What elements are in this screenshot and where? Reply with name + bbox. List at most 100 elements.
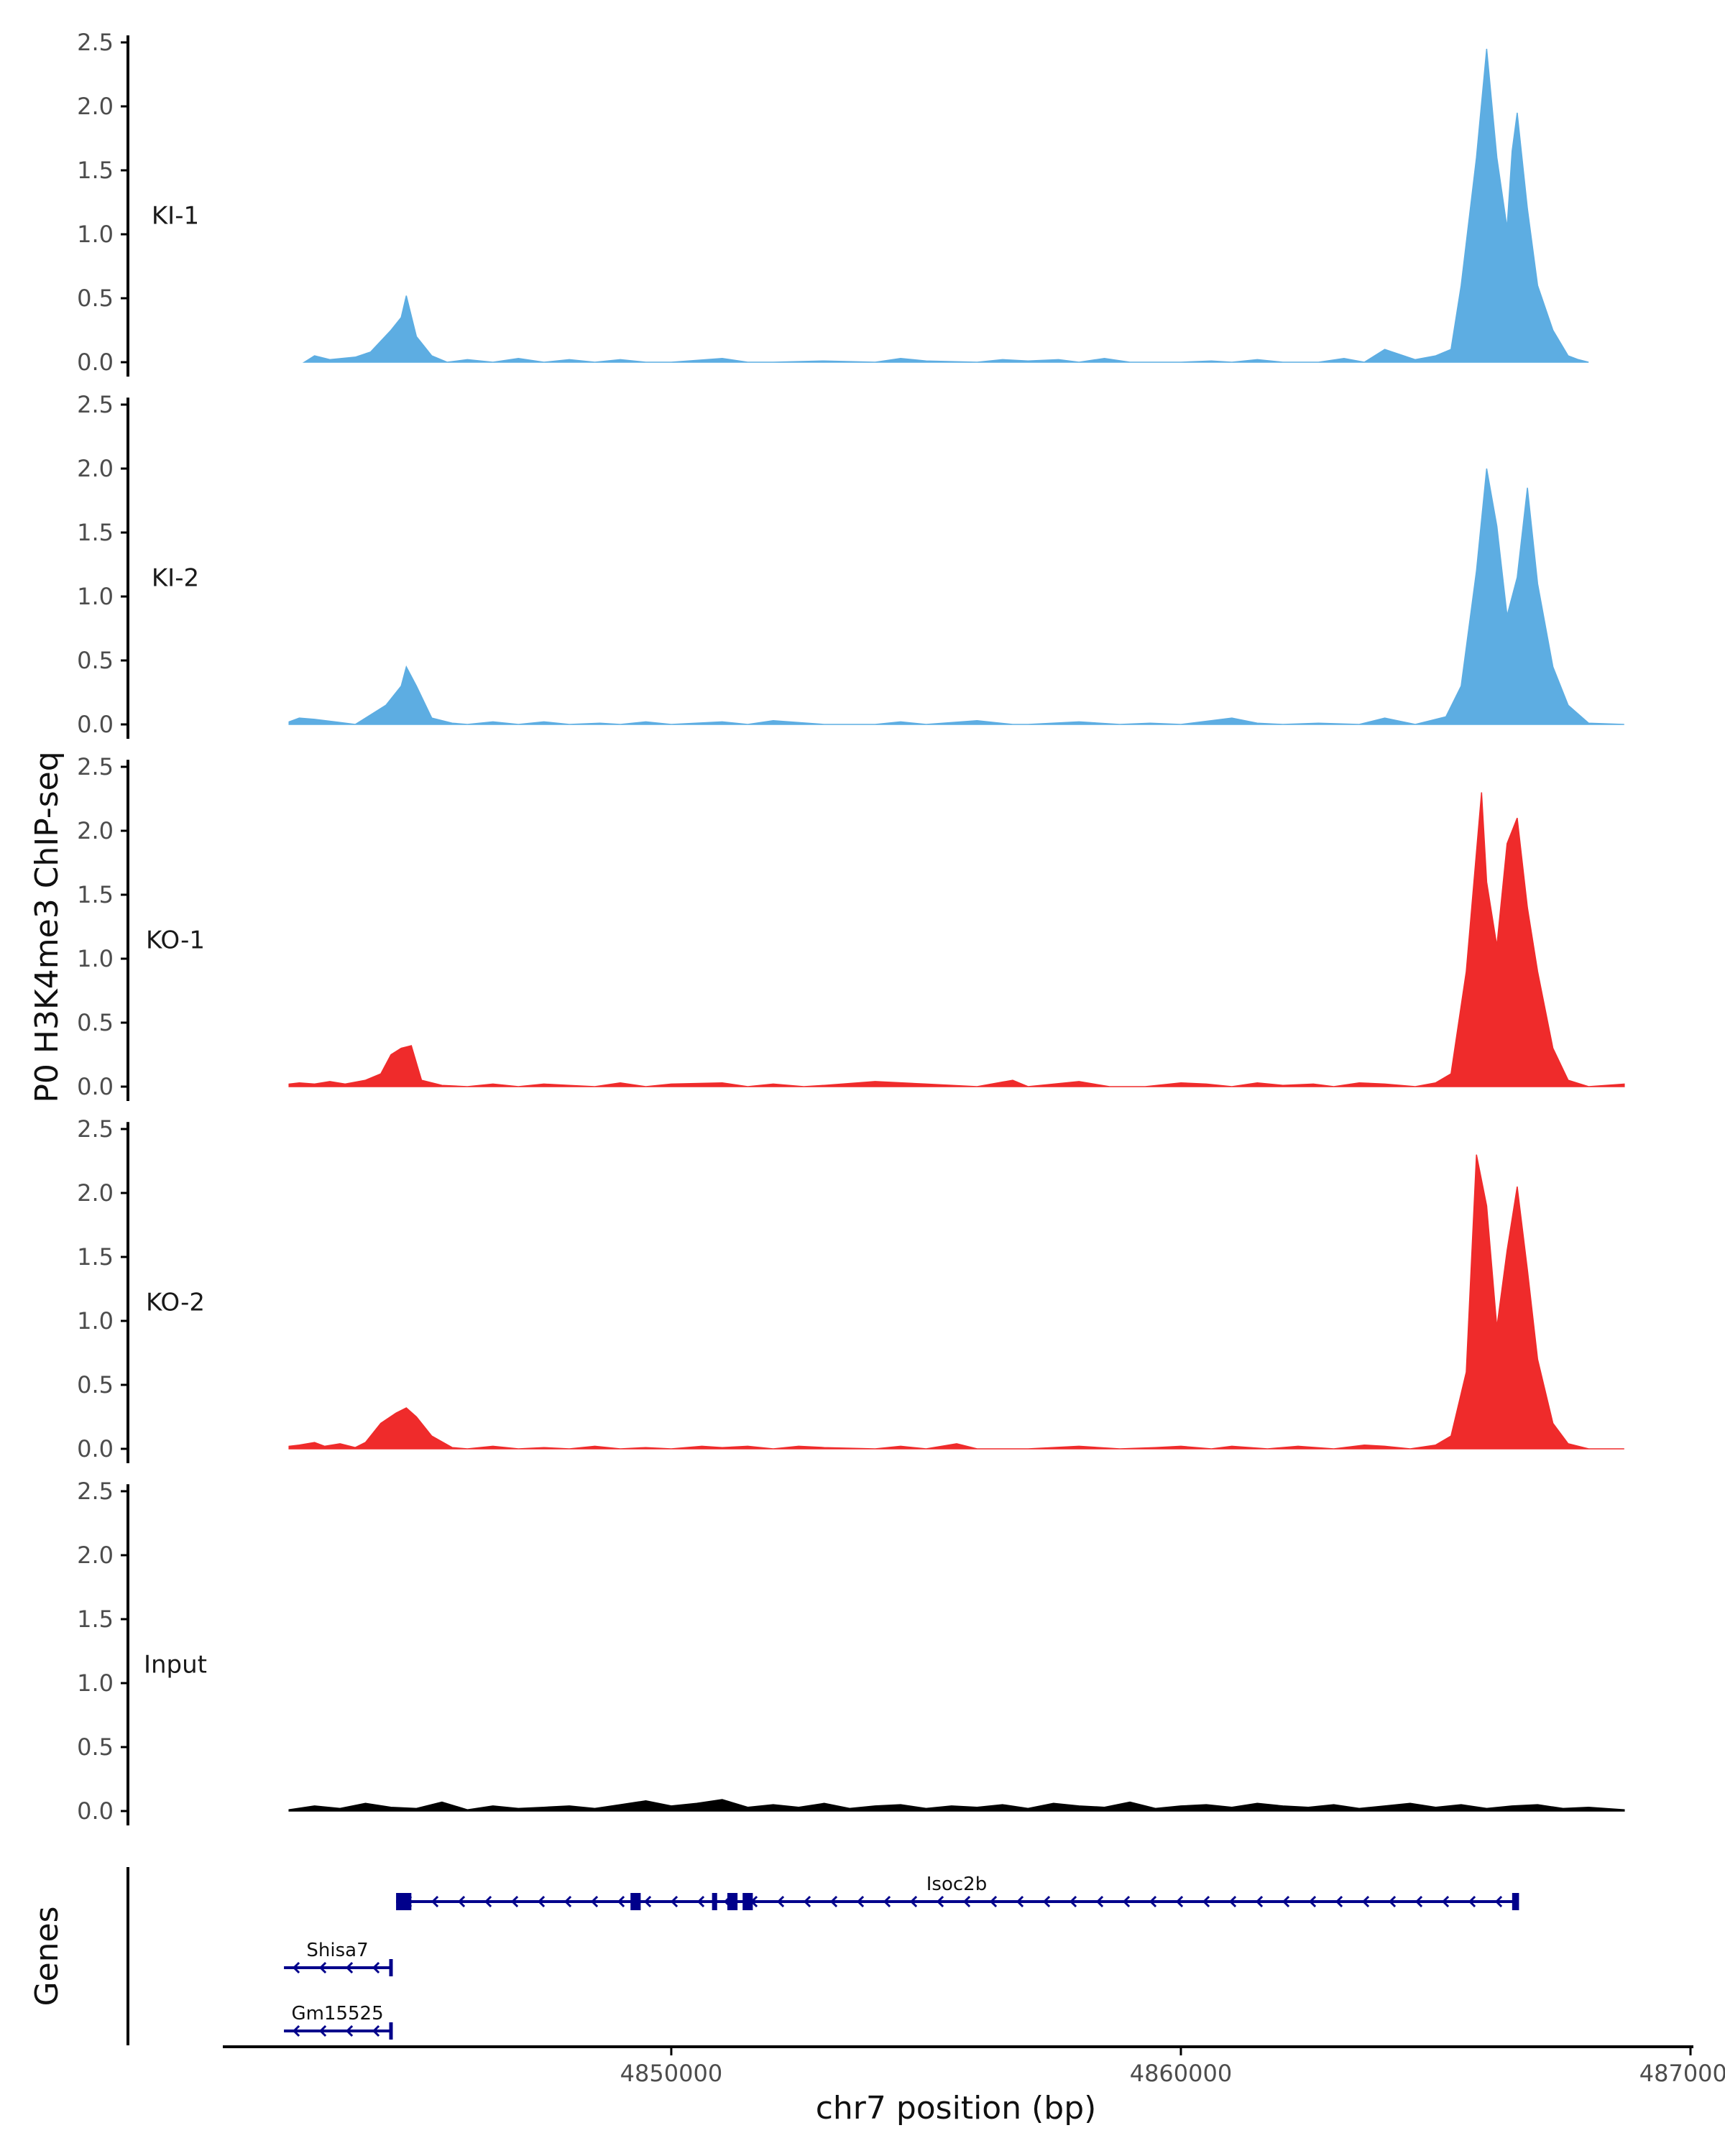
x-axis-title: chr7 position (bp) — [816, 2090, 1097, 2127]
exon — [742, 1893, 753, 1910]
y-tick-label: 1.5 — [77, 157, 114, 184]
strand-arrow — [883, 1895, 891, 1908]
y-tick-label: 2.0 — [77, 455, 114, 482]
strand-arrow — [670, 1895, 678, 1908]
x-tick-label: 4850000 — [620, 2060, 723, 2087]
y-tick-label: 1.5 — [77, 1243, 114, 1271]
strand-arrow — [617, 1895, 625, 1908]
strand-arrow — [989, 1895, 998, 1908]
strand-arrow — [1069, 1895, 1077, 1908]
coverage-area-ki-1 — [302, 48, 1589, 363]
y-tick-label: 1.5 — [77, 1606, 114, 1633]
y-tick-label: 2.5 — [77, 391, 114, 418]
exon — [630, 1893, 641, 1910]
strand-arrow — [510, 1895, 519, 1908]
y-tick-label: 0.0 — [77, 1797, 114, 1825]
coverage-area-ko-1 — [288, 792, 1625, 1087]
strand-arrow — [484, 1895, 492, 1908]
gene-isoc2b: Isoc2b — [396, 1874, 1519, 1910]
strand-arrow — [318, 1961, 327, 1974]
strand-arrow — [1095, 1895, 1104, 1908]
genes-axis-title: Genes — [29, 1906, 65, 2006]
strand-arrow — [1414, 1895, 1423, 1908]
exon — [396, 1893, 412, 1910]
track-label: KI-1 — [152, 201, 199, 230]
coverage-area-ko-2 — [288, 1154, 1624, 1450]
strand-arrow — [936, 1895, 944, 1908]
strand-arrow — [1175, 1895, 1184, 1908]
strand-arrow — [1228, 1895, 1237, 1908]
y-tick-label: 0.0 — [77, 711, 114, 738]
y-tick-label: 2.0 — [77, 1179, 114, 1207]
strand-arrow — [431, 1895, 439, 1908]
y-tick-label: 2.0 — [77, 93, 114, 120]
strand-arrow — [803, 1895, 811, 1908]
y-tick-label: 1.5 — [77, 519, 114, 546]
y-tick-label: 2.5 — [77, 753, 114, 780]
exon — [727, 1893, 738, 1910]
y-tick-label: 2.0 — [77, 817, 114, 844]
y-tick-label: 1.0 — [77, 221, 114, 248]
y-tick-label: 1.0 — [77, 1669, 114, 1697]
strand-arrow — [1468, 1895, 1476, 1908]
track-ki-1: 0.0 0.5 1.0 1.5 2.0 2.5 KI-1 — [77, 29, 1589, 377]
track-label: KO-2 — [146, 1288, 205, 1317]
y-tick-label: 0.5 — [77, 647, 114, 674]
track-ko-1: 0.0 0.5 1.0 1.5 2.0 2.5 KO-1 — [77, 753, 1625, 1101]
gene-shisa7: Shisa7 — [284, 1940, 393, 1976]
y-tick-label: 1.0 — [77, 945, 114, 972]
strand-arrow — [457, 1895, 466, 1908]
gene-gm15525: Gm15525 — [284, 2003, 393, 2040]
exon — [712, 1893, 717, 1910]
y-tick-label: 2.5 — [77, 1478, 114, 1505]
y-tick-label: 0.5 — [77, 1733, 114, 1761]
y-tick-label: 0.5 — [77, 1009, 114, 1036]
tracks-layer: 0.0 0.5 1.0 1.5 2.0 2.5 KI-1 0.0 0.5 1.0 1.5 2.0 2.5… — [77, 29, 1625, 1825]
strand-arrow — [345, 1961, 354, 1974]
strand-arrow — [590, 1895, 599, 1908]
strand-arrow — [962, 1895, 971, 1908]
strand-arrow — [1042, 1895, 1051, 1908]
exon — [1512, 1893, 1517, 1910]
strand-arrow — [1202, 1895, 1210, 1908]
strand-arrow — [318, 2024, 327, 2037]
y-tick-label: 0.5 — [77, 285, 114, 312]
x-tick-label: 4870000 — [1639, 2060, 1725, 2087]
strand-arrow — [1335, 1895, 1343, 1908]
y-tick-label: 2.5 — [77, 1115, 114, 1143]
gene-label: Gm15525 — [291, 2003, 383, 2024]
strand-arrow — [292, 2024, 300, 2037]
y-tick-label: 1.5 — [77, 881, 114, 908]
strand-arrow — [829, 1895, 838, 1908]
strand-arrow — [537, 1895, 546, 1908]
x-tick-label: 4860000 — [1130, 2060, 1233, 2087]
gene-label: Isoc2b — [926, 1874, 987, 1895]
strand-arrow — [776, 1895, 785, 1908]
y-tick-label: 1.0 — [77, 583, 114, 610]
gene-label: Shisa7 — [306, 1940, 368, 1961]
strand-arrow — [1282, 1895, 1290, 1908]
y-tick-label: 0.5 — [77, 1371, 114, 1399]
strand-arrow — [696, 1895, 705, 1908]
strand-arrow — [564, 1895, 572, 1908]
strand-arrow — [1149, 1895, 1157, 1908]
x-axis: 4850000 4860000 4870000 — [223, 2045, 1725, 2087]
y-axis-title: P0 H3K4me3 ChIP-seq — [29, 751, 65, 1102]
track-input: 0.0 0.5 1.0 1.5 2.0 2.5 Input — [77, 1478, 1625, 1825]
y-tick-label: 2.0 — [77, 1542, 114, 1569]
y-tick-label: 0.0 — [77, 349, 114, 376]
strand-arrow — [372, 2024, 380, 2037]
coverage-area-input — [288, 1799, 1625, 1812]
strand-arrow — [856, 1895, 865, 1908]
strand-arrow — [345, 2024, 354, 2037]
y-tick-label: 0.0 — [77, 1073, 114, 1100]
strand-arrow — [1122, 1895, 1131, 1908]
track-ko-2: 0.0 0.5 1.0 1.5 2.0 2.5 KO-2 — [77, 1115, 1624, 1463]
track-label: KI-2 — [152, 563, 199, 592]
strand-arrow — [1441, 1895, 1450, 1908]
coverage-area-ki-2 — [288, 468, 1624, 725]
strand-arrow — [1255, 1895, 1264, 1908]
strand-arrow — [643, 1895, 652, 1908]
y-tick-label: 0.0 — [77, 1435, 114, 1462]
